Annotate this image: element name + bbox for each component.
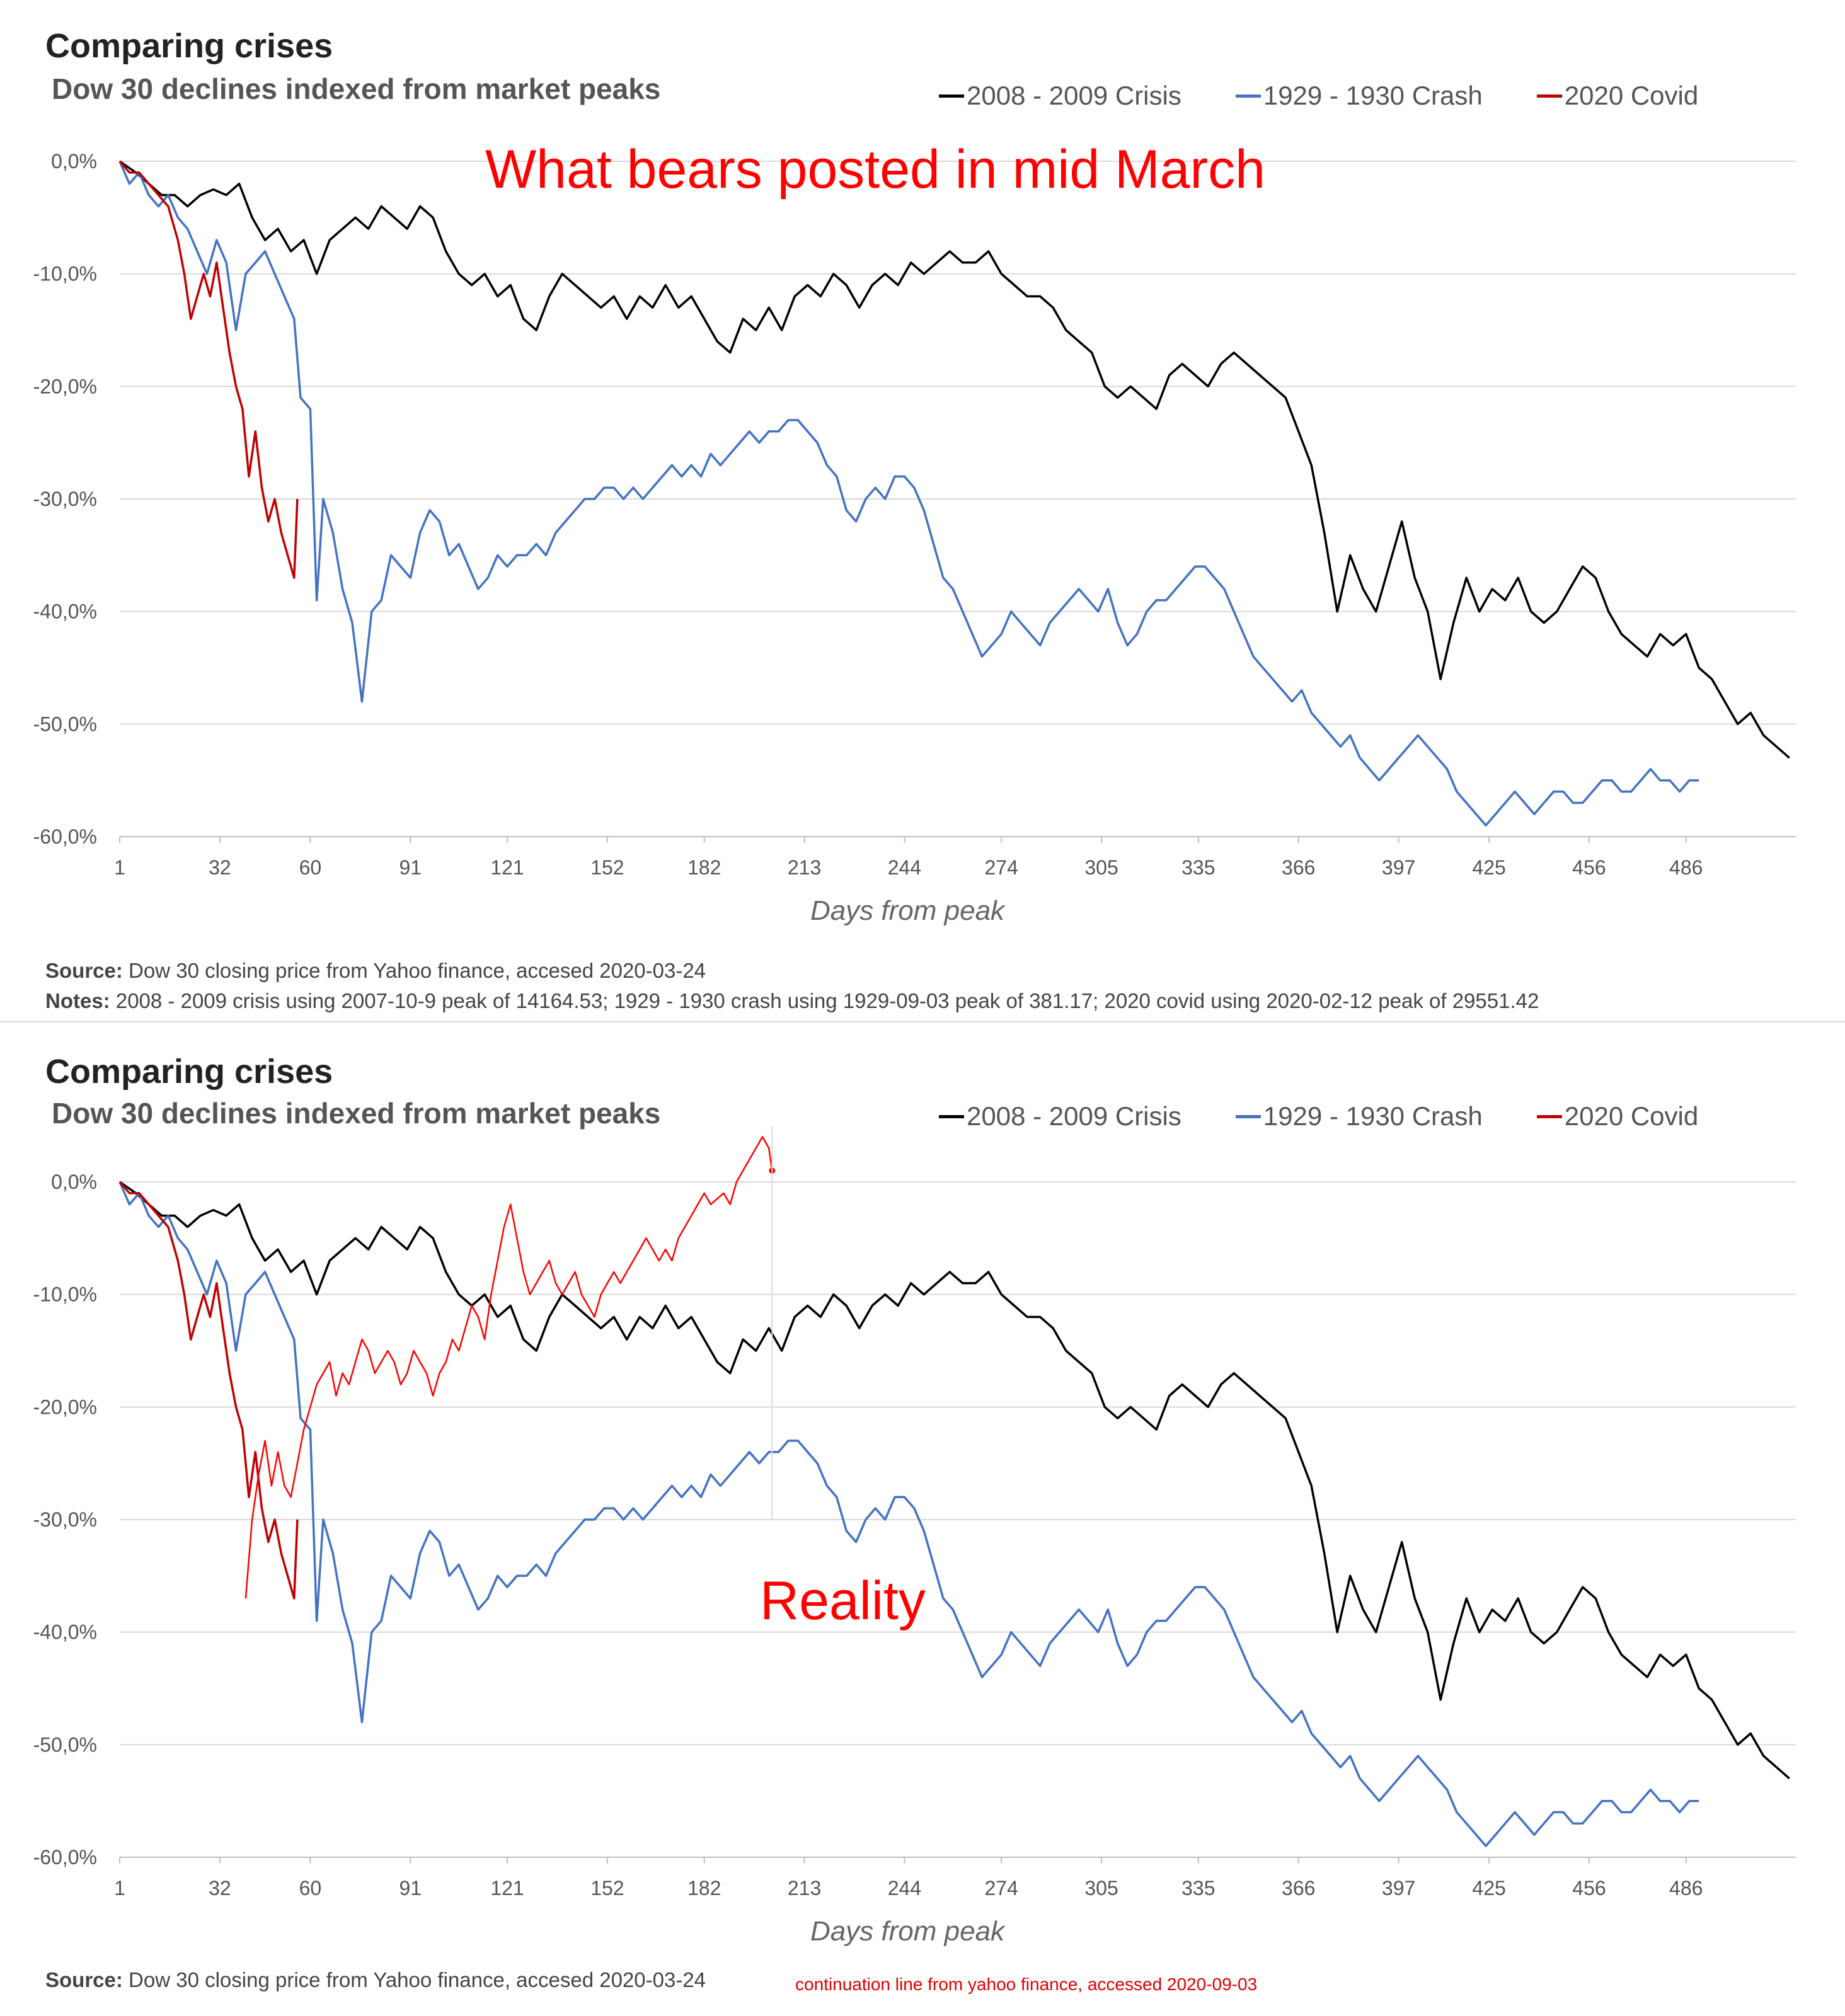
legend-label: 2008 - 2009 Crisis	[967, 81, 1181, 110]
x-tick-label: 397	[1382, 1877, 1415, 1899]
x-tick-label: 182	[687, 1877, 721, 1899]
footer-notes: Notes: 2008 - 2009 crisis using 2007-10-…	[45, 989, 1539, 1013]
legend-label: 2008 - 2009 Crisis	[967, 1101, 1181, 1131]
legend-swatch-blue	[1235, 94, 1261, 98]
x-tick-label: 425	[1472, 1877, 1505, 1899]
x-tick-label: 1	[114, 856, 125, 879]
chart-subtitle: Dow 30 declines indexed from market peak…	[52, 72, 661, 105]
x-tick-label: 335	[1181, 856, 1215, 879]
x-tick-label: 121	[490, 1877, 524, 1899]
x-tick-label: 91	[399, 1877, 422, 1899]
footer-source: Source: Dow 30 closing price from Yahoo …	[45, 959, 706, 983]
x-tick-label: 486	[1669, 856, 1703, 879]
series-line-2020-covid	[118, 1181, 299, 1600]
x-tick-label: 32	[209, 856, 231, 879]
legend-label: 1929 - 1930 Crash	[1263, 81, 1483, 110]
legend-item-1929: 1929 - 1930 Crash	[1235, 81, 1483, 111]
x-tick-label: 121	[490, 856, 524, 879]
source-label: Source:	[45, 959, 123, 982]
legend-label: 2020 Covid	[1564, 81, 1699, 110]
x-tick-label: 397	[1382, 856, 1415, 879]
y-tick-label: -60,0%	[33, 825, 97, 848]
x-tick-label: 213	[788, 856, 821, 879]
source-text: Dow 30 closing price from Yahoo finance,…	[122, 959, 706, 982]
x-tick-label: 366	[1282, 856, 1315, 879]
x-tick-label: 1	[114, 1877, 125, 1899]
legend-item-2008: 2008 - 2009 Crisis	[939, 81, 1181, 111]
legend-item-2020: 2020 Covid	[1536, 1101, 1699, 1131]
plot-area-bottom: 0,0% -10,0% -20,0% -30,0% -40,0% -50,0% -60,0%…	[33, 1125, 1796, 1947]
legend-item-2008: 2008 - 2009 Crisis	[939, 1101, 1181, 1131]
y-tick-label: -20,0%	[33, 1395, 97, 1418]
legend-swatch-blue	[1235, 1114, 1261, 1118]
x-tick-label: 425	[1472, 856, 1505, 879]
chart-panel-top: Comparing crises Dow 30 declines indexed…	[33, 27, 1796, 1012]
x-tick-label: 60	[299, 856, 322, 879]
continuation-note: continuation line from yahoo finance, ac…	[795, 1974, 1258, 1994]
x-tick-label: 305	[1084, 856, 1118, 879]
source-text: Dow 30 closing price from Yahoo finance,…	[122, 1968, 706, 1991]
legend-swatch-red	[1536, 94, 1562, 98]
legend-label: 2020 Covid	[1564, 1101, 1699, 1131]
series-line-1929-1930-crash	[118, 1181, 1699, 1847]
y-tick-label: -50,0%	[33, 1733, 97, 1756]
x-tick-label: 182	[687, 856, 721, 879]
series-line-1929-1930-crash	[118, 161, 1699, 827]
chart-panel-bottom: Comparing crises Dow 30 declines indexed…	[0, 1023, 1845, 2016]
series-line-2008-2009-crisis	[118, 160, 1790, 759]
y-tick-label: -50,0%	[33, 713, 97, 735]
panel-divider	[0, 1021, 1845, 1022]
series-line-2020-covid-continuation	[244, 1136, 773, 1599]
x-tick-label: 244	[888, 1877, 921, 1899]
x-tick-label: 456	[1572, 856, 1606, 879]
legend: 2008 - 2009 Crisis 1929 - 1930 Crash 202…	[939, 81, 1698, 111]
legend-swatch-black	[939, 94, 964, 98]
chart-title: Comparing crises	[45, 27, 333, 65]
y-tick-label: -20,0%	[33, 375, 97, 398]
plot-area-top: 0,0% -10,0% -20,0% -30,0% -40,0% -50,0% -60,0%…	[33, 150, 1796, 926]
legend: 2008 - 2009 Crisis 1929 - 1930 Crash 202…	[939, 1101, 1698, 1131]
legend-label: 1929 - 1930 Crash	[1263, 1101, 1483, 1131]
notes-text: 2008 - 2009 crisis using 2007-10-9 peak …	[110, 989, 1539, 1012]
y-tick-label: -10,0%	[33, 1283, 97, 1306]
x-tick-label: 213	[788, 1877, 821, 1899]
x-tick-label: 60	[299, 1877, 322, 1899]
y-tick-label: -40,0%	[33, 600, 97, 623]
x-axis-title: Days from peak	[810, 1916, 1006, 1947]
y-tick-label: 0,0%	[51, 150, 97, 173]
chart-subtitle: Dow 30 declines indexed from market peak…	[52, 1097, 661, 1130]
x-tick-label: 152	[590, 856, 624, 879]
x-tick-label: 91	[399, 856, 422, 879]
series-line-2020-covid	[118, 160, 299, 579]
y-tick-label: -30,0%	[33, 488, 97, 510]
x-axis-title: Days from peak	[810, 895, 1006, 926]
x-tick-label: 335	[1181, 1877, 1215, 1899]
legend-swatch-black	[939, 1114, 964, 1118]
series-line-2008-2009-crisis	[118, 1181, 1790, 1780]
legend-swatch-red	[1536, 1114, 1562, 1118]
annotation-bottom: Reality	[760, 1571, 926, 1631]
x-tick-label: 456	[1572, 1877, 1606, 1899]
x-tick-label: 32	[209, 1877, 231, 1899]
y-tick-label: -10,0%	[33, 263, 97, 285]
y-tick-label: -30,0%	[33, 1508, 97, 1531]
x-tick-label: 152	[590, 1877, 624, 1899]
x-tick-label: 305	[1084, 1877, 1118, 1899]
annotation-top: What bears posted in mid March	[485, 139, 1265, 200]
legend-item-2020: 2020 Covid	[1536, 81, 1699, 111]
x-tick-label: 244	[888, 856, 921, 879]
y-tick-label: 0,0%	[51, 1171, 97, 1193]
y-tick-label: -60,0%	[33, 1846, 97, 1869]
x-tick-label: 274	[984, 856, 1018, 879]
footer-source: Source: Dow 30 closing price from Yahoo …	[45, 1968, 706, 1992]
x-tick-label: 366	[1282, 1877, 1315, 1899]
y-tick-label: -40,0%	[33, 1621, 97, 1644]
notes-label: Notes:	[45, 989, 110, 1012]
x-tick-label: 274	[984, 1877, 1018, 1899]
source-label: Source:	[45, 1968, 123, 1991]
x-tick-label: 486	[1669, 1877, 1703, 1899]
chart-title: Comparing crises	[45, 1053, 333, 1091]
legend-item-1929: 1929 - 1930 Crash	[1235, 1101, 1483, 1131]
